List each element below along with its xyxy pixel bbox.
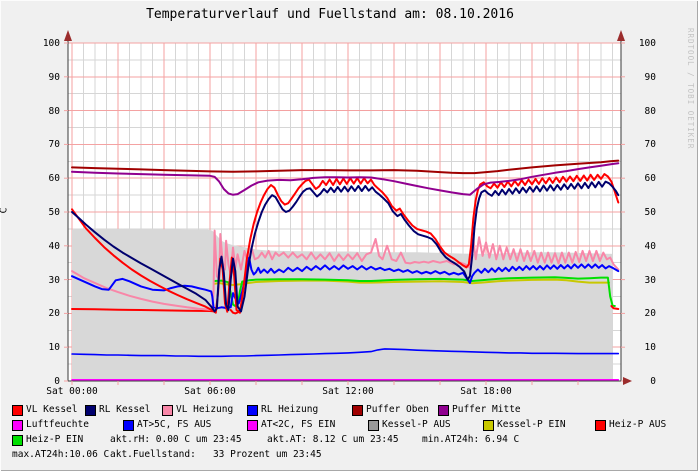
y-tick-left-40: 40 xyxy=(48,240,60,252)
legend-label: Kessel-P EIN xyxy=(497,419,566,430)
legend-label: VL Heizung xyxy=(176,404,234,415)
legend-swatch xyxy=(85,405,96,416)
fuellstand-area xyxy=(72,228,613,381)
y-tick-right-80: 80 xyxy=(644,105,656,117)
y-tick-right-60: 60 xyxy=(644,173,656,185)
y-tick-left-0: 0 xyxy=(54,376,60,387)
legend-label: AT>5C, FS AUS xyxy=(137,419,212,430)
legend-swatch xyxy=(162,405,173,416)
series-heiz-p-aus xyxy=(71,308,216,313)
y-tick-left-100: 100 xyxy=(42,38,60,49)
y-tick-left-90: 90 xyxy=(48,71,60,83)
series-rl-heizung xyxy=(71,256,620,310)
arrow-right-icon xyxy=(623,377,632,385)
legend-label: Puffer Mitte xyxy=(452,404,521,415)
y-tick-left-20: 20 xyxy=(48,308,60,320)
y-tick-right-90: 90 xyxy=(644,71,656,83)
legend-swatch xyxy=(123,420,134,431)
legend-label: Kessel-P AUS xyxy=(382,419,451,430)
series-puffer-mitte xyxy=(71,162,620,196)
y-tick-right-10: 10 xyxy=(644,342,656,354)
series-at-aussentemperatur xyxy=(71,348,620,358)
y-tick-right-40: 40 xyxy=(644,240,656,252)
legend-label: Heiz-P EIN xyxy=(26,434,84,445)
stat-max-at24h: max.AT24h:10.06 C xyxy=(12,449,110,460)
legend-swatch xyxy=(12,405,23,416)
x-tick-2: Sat 12:00 xyxy=(322,386,374,397)
stat-akt-rh: akt.rH: 0.00 C um 23:45 xyxy=(110,434,242,445)
legend-label: Luftfeuchte xyxy=(26,419,89,430)
y-tick-right-100: 100 xyxy=(638,38,656,49)
y-tick-left-60: 60 xyxy=(48,173,60,185)
legend-label: Heiz-P AUS xyxy=(609,419,667,430)
y-tick-left-80: 80 xyxy=(48,105,60,117)
legend-label: Puffer Oben xyxy=(366,404,429,415)
stat-min-at24h: min.AT24h: 6.94 C xyxy=(422,434,520,445)
y-tick-left-10: 10 xyxy=(48,342,60,354)
arrow-up-right-icon xyxy=(617,30,625,41)
legend-swatch xyxy=(247,420,258,431)
x-tick-3: Sat 18:00 xyxy=(460,386,512,397)
legend-swatch xyxy=(438,405,449,416)
y-tick-right-20: 20 xyxy=(644,308,656,320)
chart-title: Temperaturverlauf und Fuellstand am: 08.… xyxy=(146,7,514,22)
legend-swatch xyxy=(12,420,23,431)
y-tick-left-50: 50 xyxy=(48,207,60,218)
legend-label: AT<2C, FS EIN xyxy=(261,419,336,430)
legend-label: VL Kessel xyxy=(26,404,78,415)
legend-label: RL Kessel xyxy=(99,404,151,415)
x-tick-1: Sat 06:00 xyxy=(184,386,236,397)
y-tick-left-30: 30 xyxy=(48,274,60,286)
series-heiz-p-aus xyxy=(610,305,620,310)
legend-swatch xyxy=(368,420,379,431)
x-tick-0: Sat 00:00 xyxy=(46,386,98,397)
y-tick-left-70: 70 xyxy=(48,139,60,151)
legend-swatch xyxy=(483,420,494,431)
y-tick-right-70: 70 xyxy=(644,139,656,151)
legend-swatch xyxy=(595,420,606,431)
legend-swatch xyxy=(247,405,258,416)
series-puffer-oben xyxy=(71,159,620,175)
series-vl-heizung xyxy=(71,229,620,311)
legend-swatch xyxy=(12,435,23,446)
stat-akt-at: akt.AT: 8.12 C um 23:45 xyxy=(267,434,399,445)
rrdtool-watermark: RRDTOOL / TOBI OETIKER xyxy=(686,28,695,150)
stat-fuellstand: akt.Fuellstand: 33 Prozent um 23:45 xyxy=(110,449,322,460)
series-rl-kessel xyxy=(71,180,620,313)
y-tick-right-30: 30 xyxy=(644,274,656,286)
legend-swatch xyxy=(352,405,363,416)
y-tick-right-50: 50 xyxy=(644,207,656,218)
legend-label: RL Heizung xyxy=(261,404,319,415)
y-tick-right-0: 0 xyxy=(650,376,656,387)
arrow-up-left-icon xyxy=(64,30,72,41)
